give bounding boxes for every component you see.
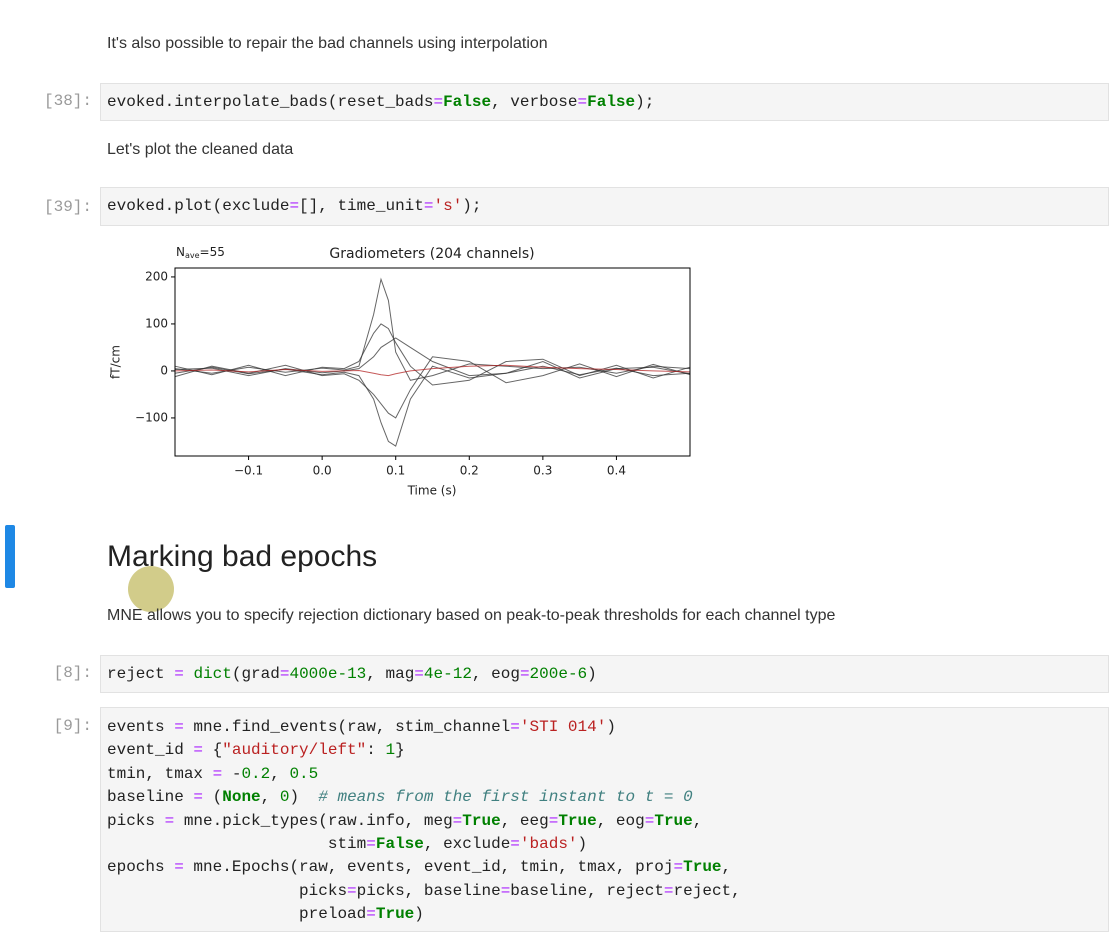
x-tick-label: 0.0 [313,464,332,478]
y-tick-label: 200 [145,269,168,283]
y-tick-label: 0 [160,363,168,377]
code-cell[interactable]: evoked.plot(exclude=[], time_unit='s'); [100,187,1109,226]
nave-base: N [176,245,185,259]
trace [174,365,691,447]
y-tick-label: 100 [145,316,168,330]
x-tick-label: 0.1 [386,464,405,478]
plot-frame [174,267,691,457]
trace [174,337,691,379]
x-tick-label: 0.4 [607,464,626,478]
cursor-highlight [128,566,174,612]
trace [174,323,691,386]
code-cell[interactable]: reject = dict(grad=4000e-13, mag=4e-12, … [100,655,1109,693]
evoked-plot: Nave=55 Gradiometers (204 channels) Time… [109,245,691,498]
code-line: event_id = {"auditory/left": 1} [107,741,405,760]
code-line: epochs = mne.Epochs(raw, events, event_i… [107,858,732,877]
code-cell[interactable]: events = mne.find_events(raw, stim_chann… [100,707,1109,932]
code-line: picks = mne.pick_types(raw.info, meg=Tru… [107,811,703,830]
cell-prompt: [39]: [43,198,92,216]
code-line: preload=True) [107,905,424,924]
trace [174,356,691,419]
nave-sub: ave [185,251,200,260]
x-tick-label: 0.2 [460,464,479,478]
code-line: picks=picks, baseline=baseline, reject=r… [107,881,741,900]
chart-title: Gradiometers (204 channels) [329,246,534,262]
y-axis-label: fT/cm [109,345,123,379]
cell-prompt: [38]: [43,92,92,110]
code-line: tmin, tmax = -0.2, 0.5 [107,764,319,783]
y-tick-label: −100 [135,410,168,424]
code-line: evoked.interpolate_bads(reset_bads=False… [107,93,655,111]
code-line: evoked.plot(exclude=[], time_unit='s'); [107,197,482,215]
markdown-text: MNE allows you to specify rejection dict… [107,607,836,624]
nave-label: Nave=55 [176,245,225,260]
cell-selection-bar [5,525,15,588]
markdown-text: Let's plot the cleaned data [107,141,294,158]
x-tick-label: −0.1 [234,464,263,478]
cell-prompt: [9]: [53,717,92,735]
trace [174,277,691,381]
code-cell[interactable]: evoked.interpolate_bads(reset_bads=False… [100,83,1109,121]
markdown-text: It's also possible to repair the bad cha… [107,35,548,52]
x-axis-label: Time (s) [407,484,457,498]
nave-rest: =55 [200,245,225,259]
code-line: baseline = (None, 0) # means from the fi… [107,788,693,807]
code-line: reject = dict(grad=4000e-13, mag=4e-12, … [107,665,597,683]
x-tick-label: 0.3 [533,464,552,478]
trace [174,364,691,377]
code-line: events = mne.find_events(raw, stim_chann… [107,718,616,736]
cell-prompt: [8]: [53,664,92,682]
code-line: stim=False, exclude='bads') [107,835,588,854]
